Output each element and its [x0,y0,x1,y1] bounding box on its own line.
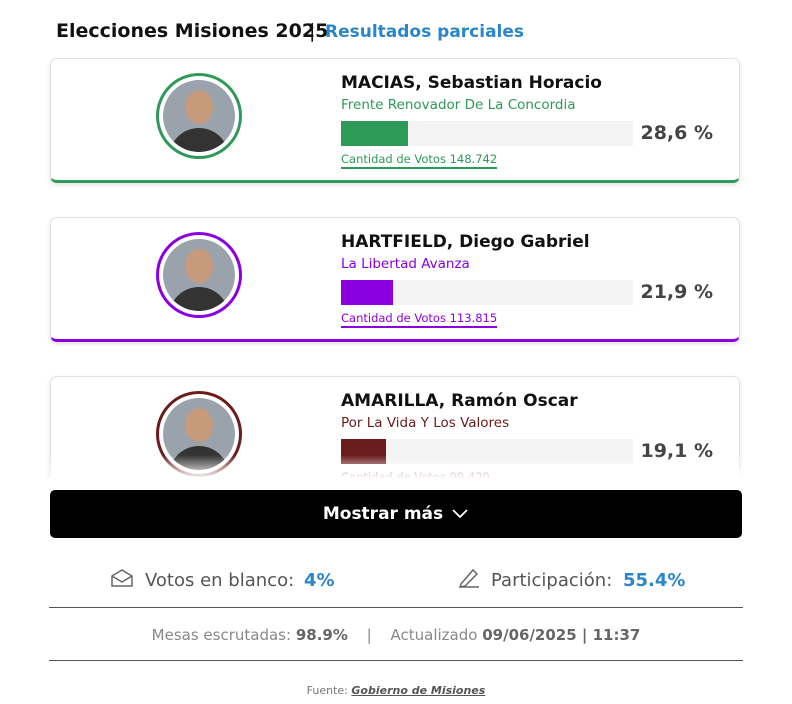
candidate-card: MACIAS, Sebastian Horacio Frente Renovado… [50,58,740,183]
source-link[interactable]: Gobierno de Misiones [351,684,486,697]
divider [49,660,743,661]
photo-body [169,287,229,311]
candidate-party: La Libertad Avanza [341,256,470,272]
blank-label: Votos en blanco: [145,570,295,591]
photo-head [185,408,213,442]
bar-track [341,280,633,305]
participation-label: Participación: [491,570,613,591]
source-label: Fuente: [306,684,348,697]
envelope-icon [111,569,133,587]
photo-head [185,90,213,124]
bar-track [341,121,633,146]
footer-separator: | [366,626,372,644]
tables-value: 98.9% [295,626,348,644]
candidate-percent: 21,9 % [640,281,713,303]
photo-body [169,128,229,152]
candidate-percent: 28,6 % [640,122,713,144]
chevron-icon [452,509,468,519]
candidate-photo [156,232,242,318]
title: Elecciones Misiones 2025 [56,20,329,42]
candidate-party: Frente Renovador De La Concordia [341,97,576,113]
candidate-party: Por La Vida Y Los Valores [341,415,510,431]
candidate-card: HARTFIELD, Diego Gabriel La Libertad Avan… [50,217,740,342]
blank-value: 4% [304,570,335,591]
photo [163,239,235,311]
bar-fill [341,280,393,305]
fade [50,455,742,479]
subtitle: Resultados parciales [325,22,525,42]
pencil-icon [458,568,479,588]
photo-head [185,249,213,283]
tables-label: Mesas escrutadas: [151,626,292,644]
photo [163,80,235,152]
title-separator: | [309,20,316,42]
divider [49,607,743,608]
updated-value: 09/06/2025 | 11:37 [482,626,641,644]
button-label: Mostrar más [322,504,444,524]
tables-row: Mesas escrutadas: 98.9% | Actualizado 09… [0,626,792,644]
participation-value: 55.4% [623,570,686,591]
show-more-button[interactable]: Mostrar más [50,490,742,538]
bar-fill [341,121,409,146]
candidate-votes: Cantidad de Votos 148.742 [341,152,498,169]
candidate-photo [156,73,242,159]
updated-label: Actualizado [390,626,478,644]
candidate-name: MACIAS, Sebastian Horacio [341,73,602,93]
candidate-name: HARTFIELD, Diego Gabriel [341,232,590,252]
candidate-votes: Cantidad de Votos 113.815 [341,311,498,328]
source-row: Fuente: Gobierno de Misiones [0,684,792,697]
candidate-list: MACIAS, Sebastian Horacio Frente Renovado… [50,58,740,478]
candidate-name: AMARILLA, Ramón Oscar [341,391,578,411]
